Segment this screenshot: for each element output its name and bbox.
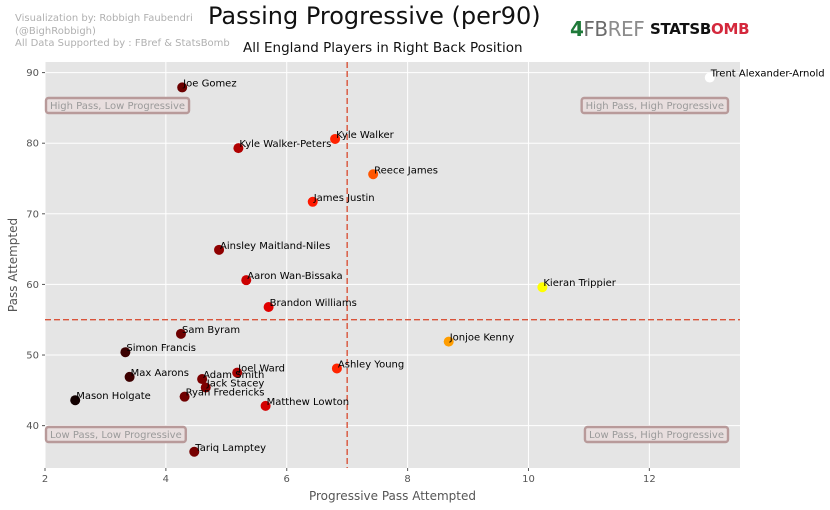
fbref-logo-fb: FB (583, 17, 608, 41)
data-point (124, 371, 135, 382)
y-tick-label: 90 (26, 68, 39, 79)
quadrant-labels: High Pass, Low Progressive High Pass, Hig… (44, 96, 730, 444)
statsbomb-logo: STATSBOMB (650, 20, 750, 38)
point-label: Sam Byram (182, 325, 240, 336)
x-tick-label: 12 (643, 474, 656, 485)
quadrant-top-right: High Pass, High Progressive (580, 96, 730, 115)
data-point (368, 169, 379, 180)
reference-lines (45, 62, 740, 468)
point-label: James Justin (313, 193, 375, 204)
y-tick-label: 40 (26, 421, 39, 432)
quadrant-box (44, 425, 187, 444)
point-label: Ashley Young (338, 359, 404, 370)
data-point (197, 374, 208, 385)
chart-title: Passing Progressive (per90) (208, 2, 541, 30)
fbref-logo: 4FBREF (570, 17, 645, 41)
point-labels: Trent Alexander-Arnold Joe Gomez Kyle Walk… (76, 69, 824, 454)
data-point (330, 133, 341, 144)
x-tick-label: 8 (404, 474, 410, 485)
data-point (232, 367, 243, 378)
point-label: Aaron Wan-Bissaka (247, 271, 342, 282)
data-point (177, 82, 188, 93)
data-point (260, 400, 271, 411)
data-point (70, 395, 81, 406)
statsbomb-logo-mid: O (710, 20, 724, 38)
chart-subtitle: All England Players in Right Back Positi… (243, 40, 523, 56)
point-label: Matthew Lowton (267, 397, 350, 408)
point-label: Brandon Williams (270, 298, 357, 309)
point-label: Max Aarons (131, 368, 189, 379)
data-point (241, 275, 252, 286)
credit-text: Visualization by: Robbigh Faubendri (@Big… (15, 13, 230, 51)
fbref-logo-ref: REF (607, 17, 645, 41)
point-label: Joel Ward (237, 364, 285, 375)
quadrant-box (44, 96, 191, 115)
y-tick-label: 80 (26, 139, 39, 150)
data-point (704, 72, 715, 83)
point-label: Simon Francis (126, 343, 196, 354)
credit-line: All Data Supported by : FBref & StatsBom… (15, 38, 230, 49)
quadrant-top-left: High Pass, Low Progressive (44, 96, 191, 115)
x-tick-label: 2 (42, 474, 48, 485)
y-axis-label: Pass Attempted (6, 218, 20, 312)
point-label: Tariq Lamptey (194, 443, 266, 454)
point-label: Adam Smith (203, 370, 264, 381)
data-points (70, 72, 715, 457)
point-label: Reece James (374, 165, 438, 176)
x-tick-label: 4 (163, 474, 169, 485)
quadrant-label: High Pass, Low Progressive (50, 101, 185, 112)
point-label: Kyle Walker (336, 130, 395, 141)
quadrant-label: Low Pass, High Progressive (589, 430, 724, 441)
point-label: Ryan Fredericks (186, 388, 265, 399)
grid-lines (44, 62, 740, 468)
point-label: Joe Gomez (182, 78, 236, 89)
quadrant-label: High Pass, High Progressive (586, 101, 724, 112)
credit-line: (@BighRobbigh) (15, 25, 96, 37)
quadrant-box (583, 425, 730, 444)
tick-labels: 2 4 6 8 10 12 40 50 60 70 80 90 (26, 68, 655, 485)
data-point (214, 244, 225, 255)
data-point (331, 363, 342, 374)
data-point (537, 282, 548, 293)
point-label: Kyle Walker-Peters (239, 139, 331, 150)
data-point (189, 446, 200, 457)
point-label: Kieran Trippier (543, 278, 616, 289)
data-point (263, 302, 274, 313)
data-point (175, 328, 186, 339)
point-label: Jonjoe Kenny (449, 333, 515, 344)
quadrant-bottom-right: Low Pass, High Progressive (583, 425, 730, 444)
x-tick-label: 10 (522, 474, 535, 485)
point-label: Jack Stacey (206, 379, 265, 390)
y-tick-label: 60 (26, 280, 39, 291)
credit-line: Visualization by: Robbigh Faubendri (15, 13, 193, 24)
point-label: Trent Alexander-Arnold (710, 69, 825, 80)
fbref-logo-mark: 4 (570, 17, 584, 41)
data-point (179, 391, 190, 402)
data-point (307, 196, 318, 207)
y-tick-label: 50 (26, 351, 39, 362)
data-point (443, 336, 454, 347)
quadrant-bottom-left: Low Pass, Low Progressive (44, 425, 187, 444)
point-label: Mason Holgate (76, 391, 151, 402)
data-point (233, 143, 244, 154)
data-point (120, 347, 131, 358)
x-tick-label: 6 (284, 474, 290, 485)
x-axis-label: Progressive Pass Attempted (309, 489, 476, 503)
statsbomb-logo-left: STATSB (650, 20, 711, 38)
quadrant-box (580, 96, 730, 115)
data-point (200, 382, 211, 393)
plot-area (45, 62, 740, 468)
y-tick-label: 70 (26, 209, 39, 220)
point-label: Ainsley Maitland-Niles (220, 241, 330, 252)
statsbomb-logo-right: MB (723, 20, 750, 38)
quadrant-label: Low Pass, Low Progressive (50, 430, 182, 441)
